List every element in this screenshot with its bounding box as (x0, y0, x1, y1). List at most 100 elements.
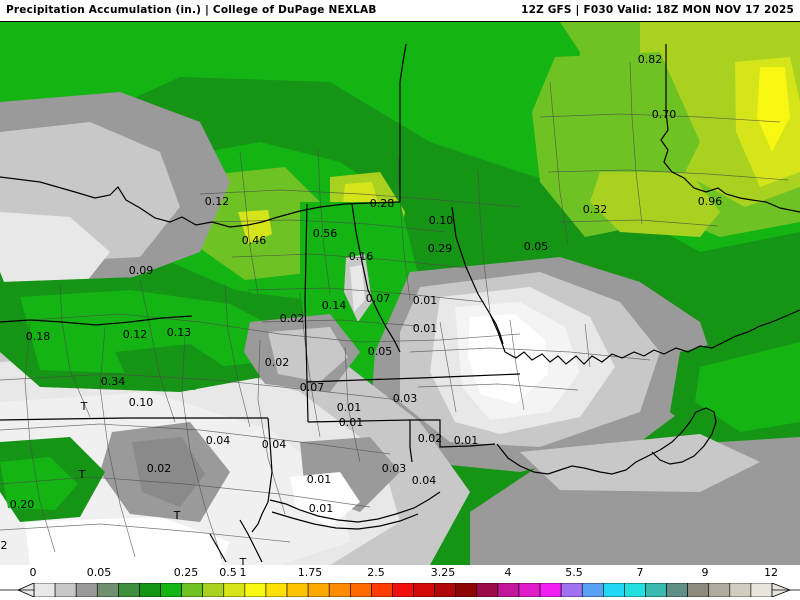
product-title: Precipitation Accumulation (in.) | Colle… (6, 4, 377, 16)
precip-band-z (25, 517, 230, 565)
precip-band-am (560, 472, 800, 565)
colorbar-tick-label: 12 (764, 566, 778, 579)
map-canvas[interactable]: 0.82 0.70 0.96 0.32 0.12 0.28 0.10 0.46 … (0, 22, 800, 565)
colorbar-cell (687, 583, 710, 597)
contour-label: 0.13 (167, 326, 192, 339)
contour-label: 0.96 (698, 195, 723, 208)
contour-label: 0.34 (101, 375, 126, 388)
colorbar-cell (160, 583, 182, 597)
colorbar-tick-label: 9 (701, 566, 709, 579)
colorbar-cell (434, 583, 457, 597)
contour-label: 0.82 (638, 53, 663, 66)
contour-label: 0.01 (413, 322, 438, 335)
colorbar-cell (497, 583, 520, 597)
colorbar-cell (392, 583, 414, 597)
colorbar-strip (0, 583, 800, 597)
contour-label: 0.02 (265, 356, 290, 369)
colorbar-cell (518, 583, 541, 597)
colorbar-cell (560, 583, 583, 597)
contour-labels-layer: 0.82 0.70 0.96 0.32 0.12 0.28 0.10 0.46 … (1, 53, 723, 565)
colorbar-cell (286, 583, 309, 597)
contour-label: 0.04 (412, 474, 437, 487)
colorbar-cell (539, 583, 562, 597)
contour-label: T (173, 509, 181, 522)
precip-band-ac (132, 437, 205, 507)
colorbar-cell (729, 583, 752, 597)
colorbar-tick-label: 0.5 (219, 566, 237, 579)
colorbar-cell (413, 583, 435, 597)
model-run-info: 12Z GFS | F030 Valid: 18Z MON NOV 17 202… (521, 4, 794, 16)
colorbar-tick-label: 4 (504, 566, 512, 579)
colorbar-tick-label: 0.25 (173, 566, 199, 579)
contour-label: 0.12 (205, 195, 230, 208)
colorbar-cell (223, 583, 246, 597)
contour-label: 0.70 (652, 108, 677, 121)
precip-band-ao (268, 327, 348, 382)
contour-label: T (80, 400, 88, 413)
precipitation-map[interactable]: 0.82 0.70 0.96 0.32 0.12 0.28 0.10 0.46 … (0, 22, 800, 565)
colorbar-tick-label: 3.25 (430, 566, 456, 579)
colorbar-cell (307, 583, 330, 597)
colorbar-tick-labels: 0 0.05 0.25 0.5 1 1.75 2.5 3.25 4 5.5 7 9 12 (0, 565, 800, 583)
colorbar: 0 0.05 0.25 0.5 1 1.75 2.5 3.25 4 5.5 7 9 12 (0, 565, 800, 600)
contour-label: 0.03 (393, 392, 418, 405)
colorbar-cell (349, 583, 372, 597)
colorbar-tick-label: 1.75 (297, 566, 323, 579)
county-boundaries-layer (0, 61, 789, 560)
colorbar-cell (33, 583, 56, 597)
precip-band-q (0, 212, 110, 297)
colorbar-tick-label: 0 (29, 566, 37, 579)
precip-band-ad (290, 472, 360, 527)
contour-label: 0.02 (280, 312, 305, 325)
contour-label: 0.10 (129, 396, 154, 409)
contour-label: 0.07 (300, 381, 325, 394)
colorbar-cell (666, 583, 688, 597)
contour-label: T (78, 468, 86, 481)
precip-band-ai (0, 457, 78, 510)
contour-label: 0.01 (413, 294, 438, 307)
contour-label: 0.16 (349, 250, 374, 263)
contour-label: 0.09 (129, 264, 154, 277)
colorbar-cell (328, 583, 351, 597)
contour-label: 0.12 (123, 328, 148, 341)
contour-label: 0.20 (10, 498, 35, 511)
colorbar-cell (708, 583, 731, 597)
contour-label: 0.01 (454, 434, 479, 447)
colorbar-cell (476, 583, 499, 597)
colorbar-cell (244, 583, 267, 597)
colorbar-tick-label: 5.5 (565, 566, 583, 579)
contour-label: 0.05 (368, 345, 393, 358)
colorbar-svg (0, 583, 800, 597)
precip-band-aq (350, 265, 365, 312)
precip-band-ag (115, 344, 225, 390)
colorbar-cell (603, 583, 625, 597)
colorbar-cell (265, 583, 288, 597)
colorbar-cell (96, 583, 119, 597)
contour-label: 2 (1, 539, 8, 552)
colorbar-tick-label: 7 (636, 566, 644, 579)
contour-label: 0.01 (307, 473, 332, 486)
contour-label: 0.01 (337, 401, 362, 414)
state-boundaries-layer (0, 43, 800, 563)
colorbar-cell (750, 583, 773, 597)
colorbar-cell (624, 583, 646, 597)
contour-label: 0.28 (370, 197, 395, 210)
precip-fill-layer (0, 22, 800, 565)
contour-label: 0.01 (309, 502, 334, 515)
contour-label: 0.46 (242, 234, 267, 247)
colorbar-tick-label: 1 (239, 566, 247, 579)
contour-label: 0.05 (524, 240, 549, 253)
contour-label: 0.04 (262, 438, 287, 451)
contour-label: 0.07 (366, 292, 391, 305)
contour-label: 0.56 (313, 227, 338, 240)
header-bar: Precipitation Accumulation (in.) | Colle… (0, 0, 800, 22)
contour-label: 0.10 (429, 214, 454, 227)
colorbar-cell (371, 583, 393, 597)
precip-band-ak (695, 342, 800, 432)
contour-label: 0.14 (322, 299, 347, 312)
contour-label: 0.29 (428, 242, 453, 255)
colorbar-tick-label: 0.05 (86, 566, 112, 579)
colorbar-cell (54, 583, 77, 597)
contour-label: 0.03 (382, 462, 407, 475)
